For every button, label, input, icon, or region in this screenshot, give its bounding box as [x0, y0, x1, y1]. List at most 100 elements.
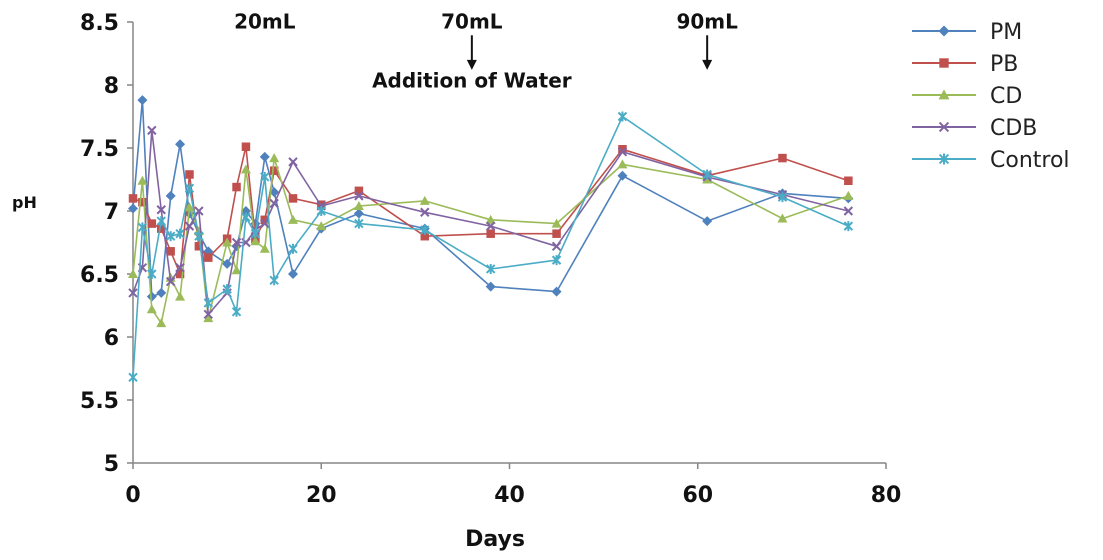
y-tick-label: 8 — [104, 74, 119, 99]
legend-marker-cdb — [938, 121, 950, 133]
data-point-cdb — [165, 276, 176, 287]
data-point-cd — [419, 195, 430, 205]
data-point-cdb — [551, 241, 562, 251]
data-point-cd — [269, 153, 280, 163]
data-point-pb — [147, 219, 157, 228]
data-point-cd — [128, 269, 138, 278]
data-point-cd — [240, 164, 251, 174]
data-point-control — [485, 263, 496, 274]
y-tick-label: 5 — [104, 452, 119, 477]
data-point-pm — [702, 216, 713, 227]
data-point-pm — [165, 190, 176, 201]
legend: PM PB CD CDB Control — [912, 20, 1070, 173]
data-point-pm — [617, 170, 628, 181]
data-point-cdb — [203, 309, 214, 320]
y-tick-label: 6.5 — [80, 263, 119, 288]
data-point-pb — [204, 253, 213, 262]
data-point-pb — [156, 224, 166, 233]
data-point-pb — [844, 176, 853, 186]
data-point-pm — [259, 151, 270, 162]
y-tick-label: 6 — [104, 326, 119, 351]
x-tick-label: 40 — [494, 483, 525, 508]
data-point-control — [128, 372, 138, 383]
data-point-pm — [353, 208, 364, 219]
y-tick-label: 5.5 — [80, 389, 119, 414]
legend-label-control: Control — [990, 148, 1070, 173]
data-point-control — [241, 212, 251, 223]
data-point-pb — [194, 242, 204, 251]
annotation-label: 90mL — [676, 9, 738, 33]
data-point-pb — [552, 229, 561, 238]
data-point-control — [288, 243, 298, 254]
data-point-pb — [175, 269, 185, 279]
data-point-cd — [146, 304, 157, 314]
data-point-cdb — [260, 218, 270, 229]
data-point-cdb — [128, 288, 138, 298]
data-point-control — [147, 269, 157, 279]
data-point-pb — [354, 186, 364, 196]
legend-label-cdb: CDB — [990, 116, 1037, 141]
data-point-cd — [617, 159, 628, 169]
legend-marker-pm — [938, 25, 950, 37]
data-point-control — [269, 275, 279, 286]
series-control — [128, 111, 854, 383]
data-point-pb — [486, 229, 495, 238]
data-point-cd — [777, 213, 788, 223]
data-point-pb — [128, 194, 138, 203]
data-point-cdb — [231, 237, 242, 248]
x-tick-label: 60 — [682, 483, 713, 508]
data-point-cd — [259, 243, 270, 253]
data-point-pb — [232, 182, 241, 192]
data-point-control — [777, 192, 788, 203]
data-point-cdb — [156, 205, 166, 215]
data-point-control — [194, 231, 204, 242]
x-tick-label: 0 — [125, 483, 140, 508]
data-point-pb — [618, 145, 627, 154]
data-point-pm — [156, 287, 167, 298]
legend-marker-cd — [938, 89, 950, 100]
data-point-control — [175, 228, 185, 239]
legend-item-cdb: CDB — [912, 116, 1037, 141]
legend-label-pm: PM — [990, 20, 1022, 45]
data-point-cdb — [194, 206, 204, 216]
data-point-cd — [316, 221, 327, 231]
data-point-pb — [778, 153, 787, 163]
data-point-cdb — [269, 198, 279, 209]
data-point-cd — [222, 237, 233, 247]
data-point-pb — [166, 247, 175, 256]
data-point-control — [316, 206, 326, 216]
axes: 5 5.5 6 6.5 7 7.5 8 8.5 0 20 40 60 80 — [80, 11, 901, 508]
data-point-cdb — [288, 157, 298, 167]
data-point-pm — [146, 291, 157, 302]
data-point-cd — [231, 265, 242, 275]
data-point-cd — [843, 190, 854, 200]
data-point-cd — [203, 313, 214, 323]
legend-item-pb: PB — [912, 52, 1018, 77]
y-axis-title: pH — [12, 193, 37, 212]
series-layer — [128, 95, 854, 383]
data-point-pb — [241, 142, 251, 151]
data-point-control — [222, 284, 232, 295]
annotation-arrow-head — [466, 59, 477, 70]
data-point-control — [702, 169, 712, 180]
data-point-control — [165, 231, 176, 242]
data-point-cdb — [184, 221, 195, 231]
legend-label-cd: CD — [990, 84, 1022, 109]
annotations: 20mL 70mL Addition of Water 90mL — [234, 9, 738, 92]
annotation-label: 70mL — [441, 9, 503, 33]
data-point-control — [551, 255, 562, 266]
legend-item-cd: CD — [912, 84, 1022, 109]
data-point-cdb — [354, 191, 364, 201]
data-point-cd — [250, 236, 261, 246]
data-point-cd — [485, 214, 496, 224]
data-point-control — [354, 218, 364, 229]
data-point-pb — [138, 197, 147, 207]
data-point-pm — [128, 203, 138, 214]
data-point-pm — [175, 139, 186, 150]
x-tick-label: 80 — [871, 483, 902, 508]
legend-marker-pb — [939, 58, 949, 68]
legend-item-control: Control — [912, 148, 1070, 173]
data-point-cd — [137, 175, 148, 185]
data-point-cd — [288, 214, 299, 224]
data-point-pb — [288, 194, 298, 203]
